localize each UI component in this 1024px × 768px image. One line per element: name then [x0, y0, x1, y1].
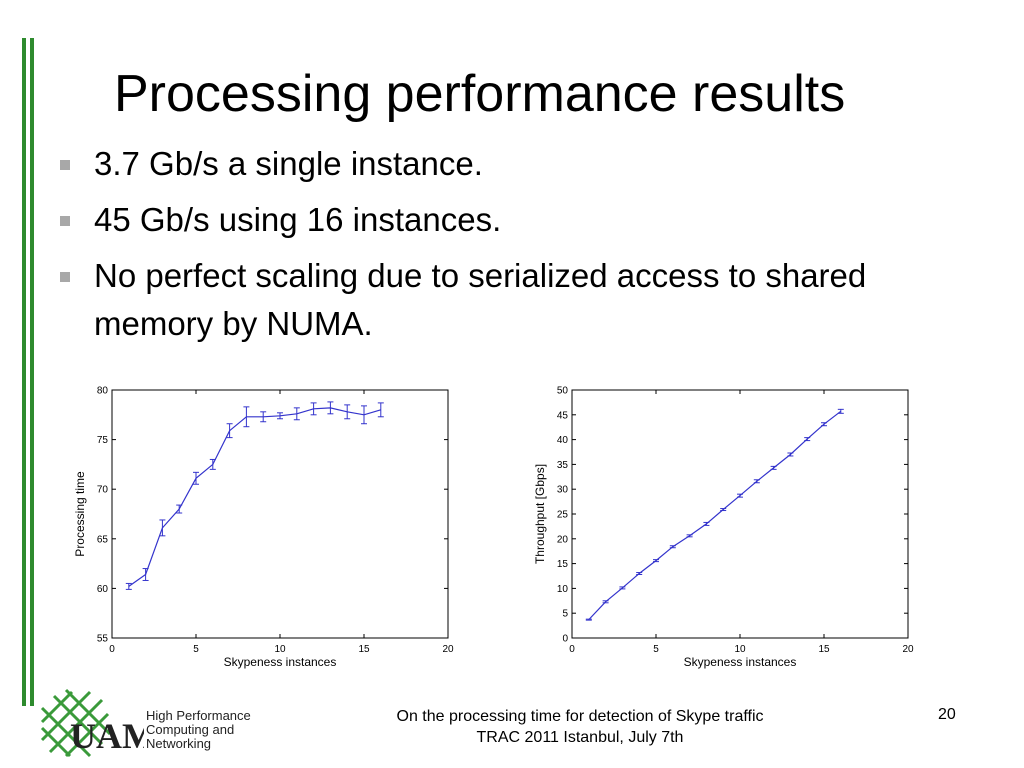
error-bar [804, 437, 811, 442]
error-bar [787, 452, 794, 457]
logo-letters: UAM [70, 716, 144, 756]
x-tick-label: 0 [569, 644, 575, 655]
bullet-item: No perfect scaling due to serialized acc… [58, 252, 918, 348]
error-bar [585, 618, 592, 621]
x-tick-label: 5 [653, 644, 659, 655]
logo-caption-line: Computing and [146, 722, 235, 737]
error-bar [209, 458, 216, 470]
error-bar [653, 559, 659, 563]
y-axis-label: Processing time [73, 471, 87, 557]
bullet-item: 45 Gb/s using 16 instances. [58, 196, 918, 244]
y-tick-label: 80 [97, 386, 109, 397]
uam-logo: UAM [40, 688, 144, 758]
error-bar [669, 545, 676, 549]
error-bar [193, 471, 199, 485]
y-tick-label: 10 [557, 584, 569, 595]
x-tick-label: 0 [109, 644, 115, 655]
logo-caption: High Performance Computing and Networkin… [146, 709, 251, 751]
footer-line-1: On the processing time for detection of … [396, 708, 764, 725]
error-bar [770, 465, 777, 470]
x-tick-label: 10 [274, 644, 286, 655]
bullet-marker [60, 272, 70, 282]
y-tick-label: 35 [557, 460, 569, 471]
bullet-marker [60, 216, 70, 226]
error-bar [243, 406, 250, 428]
error-bar [619, 586, 626, 590]
x-tick-label: 10 [734, 644, 746, 655]
error-bar [361, 405, 367, 425]
y-tick-label: 0 [562, 634, 568, 645]
plot-frame [111, 389, 449, 639]
error-bar [737, 493, 743, 498]
y-tick-label: 70 [97, 485, 109, 496]
accent-bar-right [30, 38, 34, 706]
processing-time-chart: 0 5 10 15 20 55 60 65 70 75 80 Skypeness instances P… [73, 386, 454, 670]
bullet-item: 3.7 Gb/s a single instance. [58, 140, 918, 188]
plot-frame [571, 389, 909, 639]
y-tick-label: 55 [97, 634, 109, 645]
error-bar [753, 479, 760, 484]
y-tick-label: 15 [557, 559, 569, 570]
x-tick-label: 20 [902, 644, 914, 655]
x-axis-label: Skypeness instances [224, 655, 337, 669]
error-bar [142, 568, 149, 581]
footer-line-2: TRAC 2011 Istanbul, July 7th [476, 729, 684, 746]
slide-title: Processing performance results [114, 65, 846, 123]
error-bar [327, 401, 334, 415]
y-tick-label: 65 [97, 534, 109, 545]
error-bar [703, 521, 710, 526]
error-bar [602, 600, 609, 604]
error-bar [821, 422, 827, 427]
error-bar [226, 423, 233, 439]
throughput-chart: 0 5 10 15 20 0 5 10 15 20 25 30 35 40 45 50 Skypeness in… [533, 386, 914, 670]
bullet-text: 45 Gb/s using 16 instances. [94, 201, 502, 238]
logo-caption-line: Networking [146, 736, 212, 751]
logo-caption-line: High Performance [146, 708, 251, 723]
bullet-list: 3.7 Gb/s a single instance. 45 Gb/s usin… [58, 140, 918, 356]
x-axis-label: Skypeness instances [684, 655, 797, 669]
accent-bar-left [22, 38, 26, 706]
error-bar [159, 519, 166, 537]
x-tick-label: 20 [442, 644, 454, 655]
error-bar [176, 504, 183, 514]
x-tick-label: 5 [193, 644, 199, 655]
error-bar [636, 572, 643, 576]
y-tick-label: 40 [557, 435, 569, 446]
x-tick-label: 15 [818, 644, 830, 655]
series-line [128, 407, 381, 587]
y-tick-label: 25 [557, 510, 569, 521]
y-tick-label: 50 [557, 386, 569, 397]
y-tick-label: 75 [97, 435, 109, 446]
bullet-text: 3.7 Gb/s a single instance. [94, 145, 483, 182]
y-tick-label: 60 [97, 584, 109, 595]
error-bar [377, 402, 384, 418]
x-tick-label: 15 [358, 644, 370, 655]
y-axis-label: Throughput [Gbps] [533, 464, 547, 564]
error-bar [344, 404, 351, 420]
error-bar [720, 508, 727, 512]
y-tick-label: 45 [557, 410, 569, 421]
error-bar [260, 411, 267, 423]
error-bar [310, 402, 317, 416]
error-bar [277, 412, 283, 420]
error-bar [125, 582, 132, 590]
y-tick-label: 20 [557, 534, 569, 545]
error-bar [837, 408, 844, 414]
page-number: 20 [938, 706, 956, 723]
series-line [588, 410, 842, 621]
y-tick-label: 5 [562, 609, 568, 620]
bullet-text: No perfect scaling due to serialized acc… [94, 257, 867, 342]
footer-text: On the processing time for detection of … [340, 706, 820, 748]
bullet-marker [60, 160, 70, 170]
error-bar [686, 534, 693, 538]
error-bar [293, 407, 300, 421]
y-tick-label: 30 [557, 485, 569, 496]
